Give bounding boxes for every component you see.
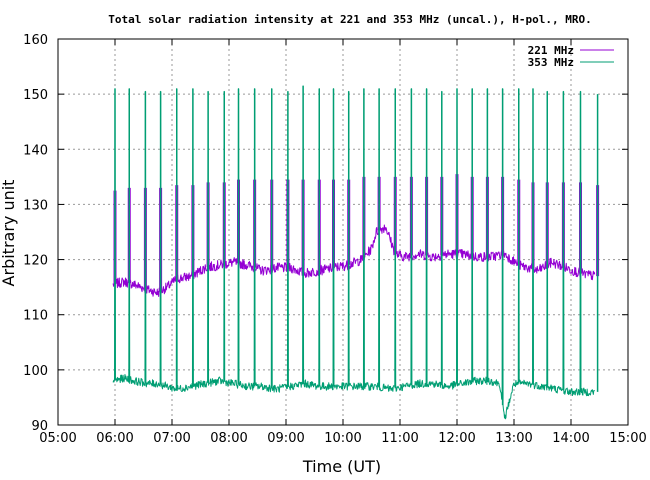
x-tick-label: 11:00: [381, 431, 418, 446]
x-tick-label: 06:00: [96, 431, 133, 446]
x-tick-label: 07:00: [153, 431, 190, 446]
x-tick-label: 05:00: [39, 431, 76, 446]
x-tick-label: 13:00: [495, 431, 532, 446]
x-tick-label: 09:00: [267, 431, 304, 446]
ticks-layer: 90 100 110 120 130 140 150 160 05:00 06:00 07:00 08…: [23, 33, 647, 446]
chart-title: Total solar radiation intensity at 221 a…: [108, 13, 591, 26]
y-tick-label: 90: [31, 419, 48, 434]
x-tick-label: 08:00: [210, 431, 247, 446]
x-axis-label: Time (UT): [302, 457, 381, 476]
y-tick-label: 100: [23, 364, 48, 379]
y-tick-label: 130: [23, 198, 48, 213]
y-tick-label: 160: [23, 33, 48, 48]
y-tick-label: 150: [23, 88, 48, 103]
x-tick-label: 15:00: [609, 431, 646, 446]
x-tick-label: 10:00: [324, 431, 361, 446]
y-tick-label: 140: [23, 143, 48, 158]
x-tick-label: 12:00: [438, 431, 475, 446]
legend-label-353: 353 MHz: [528, 56, 574, 69]
series-layer: [112, 85, 600, 420]
y-tick-label: 120: [23, 254, 48, 269]
series-line-353mhz: [112, 85, 595, 420]
legend: 221 MHz 353 MHz: [528, 44, 614, 69]
x-tick-label: 14:00: [552, 431, 589, 446]
y-axis-label: Arbitrary unit: [0, 180, 18, 287]
y-tick-label: 110: [23, 309, 48, 324]
legend-label-221: 221 MHz: [528, 44, 574, 57]
